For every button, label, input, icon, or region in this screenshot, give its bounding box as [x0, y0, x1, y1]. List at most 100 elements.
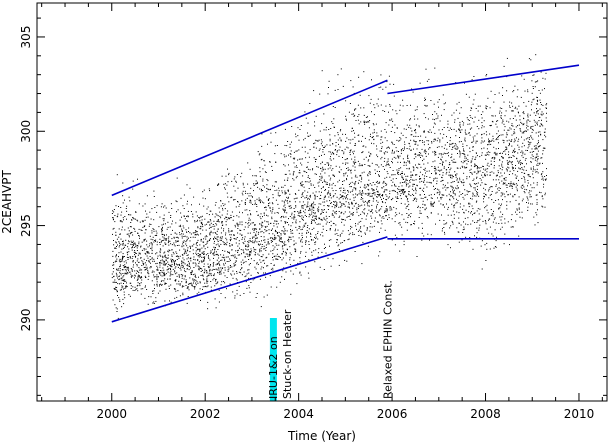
data-point — [339, 166, 341, 168]
data-point — [380, 142, 382, 144]
data-point — [164, 278, 166, 280]
data-point — [489, 248, 491, 250]
data-point — [429, 147, 431, 149]
data-point — [527, 115, 529, 117]
data-point — [301, 228, 303, 230]
data-point — [151, 242, 153, 244]
data-point — [165, 283, 166, 285]
data-point — [204, 218, 206, 220]
data-point — [300, 196, 302, 198]
data-point — [374, 194, 376, 196]
data-point — [537, 110, 539, 111]
data-point — [299, 169, 301, 171]
data-point — [426, 105, 428, 107]
data-point — [419, 175, 420, 177]
data-point — [321, 209, 323, 211]
data-point — [426, 80, 428, 82]
data-point — [373, 192, 375, 194]
data-point — [512, 155, 514, 157]
data-point — [208, 274, 210, 276]
data-point — [249, 253, 250, 255]
data-point — [159, 264, 161, 266]
data-point — [275, 181, 277, 183]
data-point — [343, 175, 345, 177]
data-point — [182, 274, 184, 276]
data-point — [165, 239, 167, 241]
data-point — [134, 277, 135, 279]
data-point — [214, 251, 215, 253]
data-point — [324, 190, 326, 191]
data-point — [316, 223, 318, 225]
data-point — [463, 153, 465, 155]
data-point — [364, 184, 366, 186]
data-point — [311, 221, 312, 223]
data-point — [535, 114, 537, 116]
data-point — [476, 140, 478, 142]
data-point — [362, 135, 364, 137]
data-point — [170, 274, 172, 276]
data-point — [467, 154, 469, 156]
data-point — [313, 220, 315, 222]
data-point — [423, 163, 425, 165]
data-point — [202, 259, 204, 261]
data-point — [266, 256, 268, 258]
data-point — [293, 151, 295, 153]
data-point — [276, 248, 278, 250]
data-point — [470, 184, 472, 186]
data-point — [153, 230, 155, 232]
data-point — [163, 262, 165, 264]
data-point — [514, 85, 516, 87]
data-point — [423, 144, 425, 146]
data-point — [473, 76, 475, 77]
data-point — [412, 183, 414, 185]
data-point — [298, 228, 300, 229]
data-point — [181, 286, 183, 288]
data-point — [314, 236, 315, 238]
data-point — [383, 191, 385, 193]
data-point — [330, 197, 332, 199]
data-point — [398, 151, 399, 152]
data-point — [255, 180, 257, 182]
data-point — [360, 181, 362, 183]
data-point — [119, 244, 121, 246]
data-point — [181, 260, 183, 262]
data-point — [355, 193, 357, 195]
data-point — [346, 260, 348, 262]
data-point — [391, 190, 393, 192]
data-point — [194, 288, 196, 290]
data-point — [137, 232, 138, 234]
data-point — [255, 228, 257, 229]
data-point — [539, 162, 541, 164]
data-point — [322, 225, 324, 227]
data-point — [281, 253, 283, 254]
data-point — [247, 269, 249, 271]
data-point — [450, 167, 452, 169]
data-point — [228, 231, 230, 233]
data-point — [155, 297, 157, 299]
data-point — [383, 217, 385, 219]
data-point — [307, 201, 309, 203]
data-point — [500, 211, 502, 213]
data-point — [415, 187, 417, 189]
data-point — [141, 265, 143, 266]
data-point — [347, 216, 349, 217]
data-point — [531, 187, 533, 189]
data-point — [231, 211, 233, 213]
data-point — [139, 252, 141, 254]
data-point — [306, 206, 308, 208]
data-point — [318, 218, 320, 220]
data-point — [334, 211, 336, 213]
data-point — [145, 268, 147, 270]
data-point — [225, 237, 227, 239]
data-point — [506, 57, 508, 59]
data-point — [174, 245, 176, 247]
data-point — [130, 276, 132, 278]
data-point — [274, 212, 276, 214]
data-point — [360, 226, 362, 228]
data-point — [452, 192, 454, 194]
data-point — [283, 226, 285, 228]
data-point — [455, 161, 457, 163]
data-point — [244, 240, 246, 242]
data-point — [467, 161, 469, 162]
data-point — [170, 203, 172, 205]
